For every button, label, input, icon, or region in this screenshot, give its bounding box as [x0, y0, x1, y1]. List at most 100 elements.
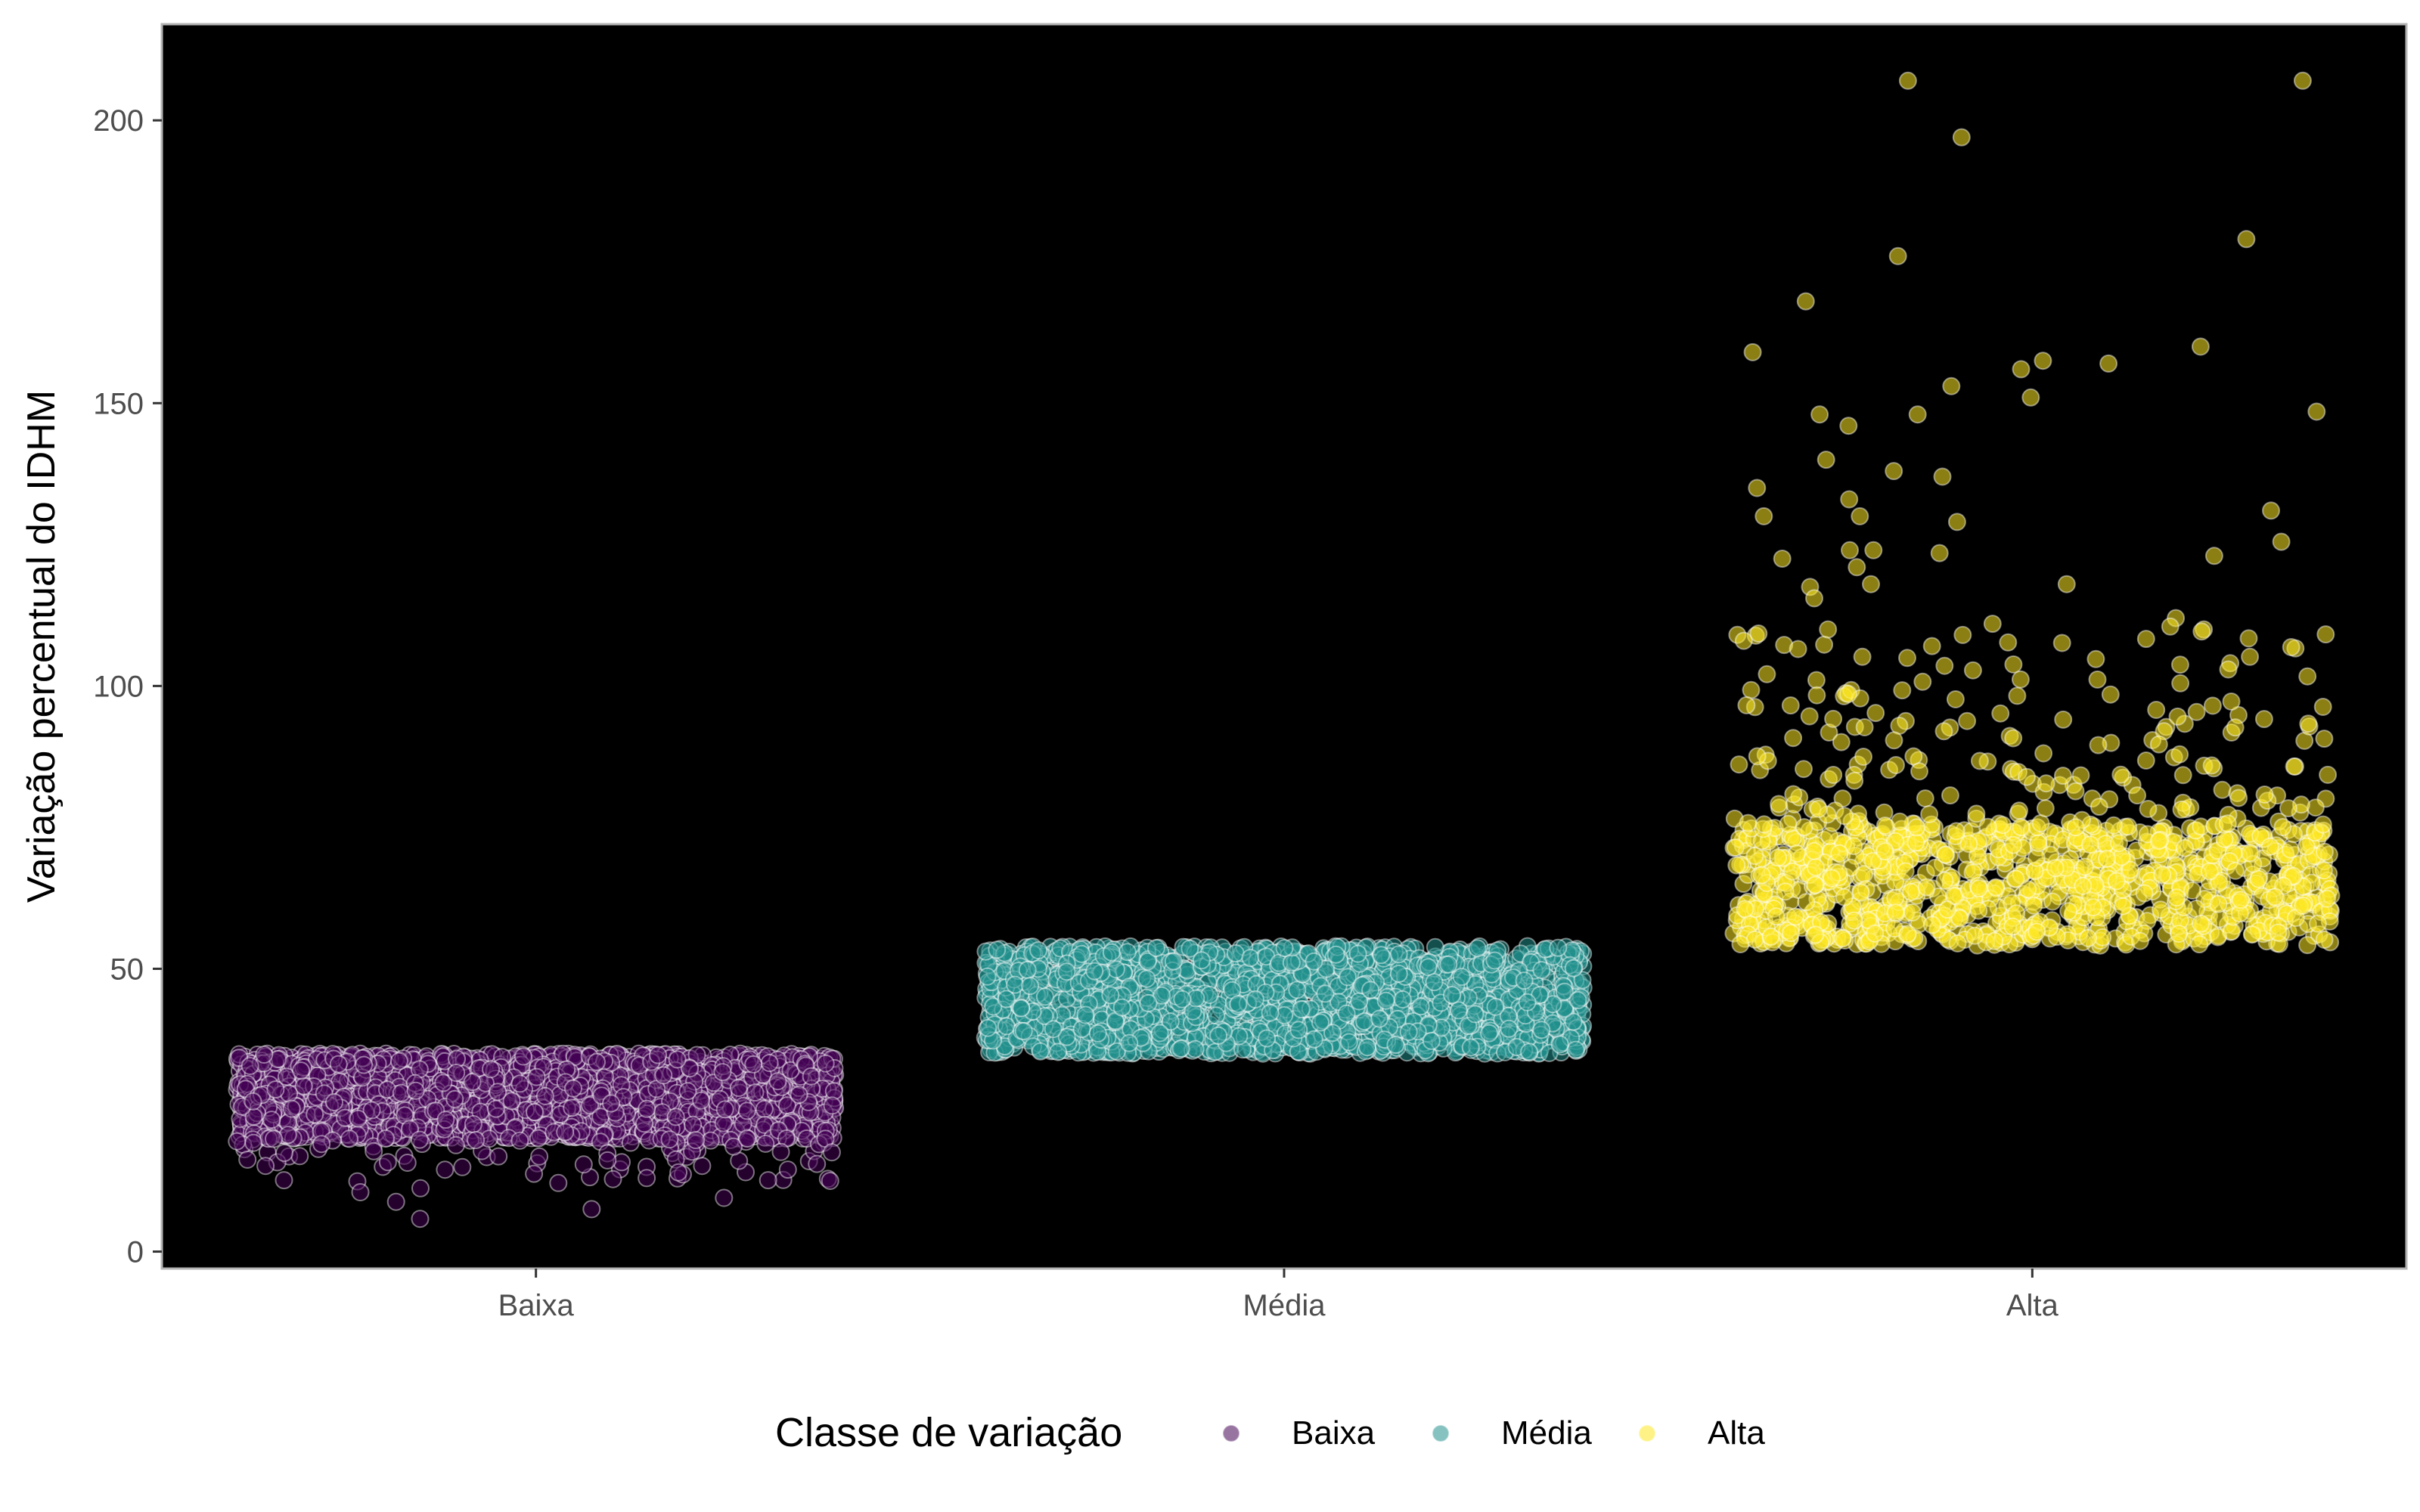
data-point: [1393, 990, 1412, 1009]
data-point: [737, 1101, 756, 1120]
data-point: [686, 1131, 705, 1149]
data-point: [453, 1157, 472, 1176]
data-point: [1480, 1024, 1499, 1043]
data-point: [1192, 951, 1211, 970]
data-point: [294, 1077, 313, 1095]
data-point: [759, 1171, 777, 1190]
data-point: [525, 1164, 544, 1183]
data-point: [1275, 939, 1294, 958]
data-point: [275, 1144, 293, 1162]
data-point: [329, 1055, 348, 1074]
data-point: [1550, 1035, 1569, 1054]
data-point: [549, 1173, 568, 1192]
data-point: [1035, 987, 1054, 1006]
data-point: [1057, 962, 1076, 981]
data-point: [510, 1074, 529, 1093]
series-m-dia: [976, 937, 1593, 1063]
data-point: [1337, 1004, 1356, 1023]
data-point: [1246, 990, 1264, 1009]
data-point: [529, 1129, 548, 1148]
data-point: [1120, 1033, 1139, 1052]
data-point: [398, 1154, 417, 1172]
data-point: [436, 1111, 455, 1129]
data-point: [1443, 986, 1461, 1004]
data-point: [436, 1160, 455, 1179]
data-point: [389, 1052, 408, 1070]
data-point: [266, 1080, 285, 1099]
data-point: [340, 1129, 359, 1148]
data-point: [514, 1047, 532, 1066]
data-point: [489, 1083, 507, 1101]
data-point: [292, 1061, 310, 1080]
data-point: [530, 1147, 549, 1166]
data-point: [1018, 960, 1037, 979]
data-point: [1261, 1003, 1280, 1022]
data-point: [1171, 1040, 1190, 1058]
data-point: [602, 1094, 621, 1113]
data-point: [525, 1103, 544, 1121]
data-point: [1088, 1024, 1107, 1043]
data-point: [489, 1147, 508, 1166]
data-point: [1085, 962, 1104, 981]
data-point: [823, 1096, 842, 1115]
data-point: [1411, 997, 1430, 1016]
data-point: [244, 1092, 262, 1111]
data-point: [1358, 1038, 1376, 1057]
data-point: [635, 1114, 653, 1133]
data-point: [256, 1157, 275, 1176]
data-point: [1549, 938, 1568, 957]
data-point: [1564, 959, 1583, 978]
data-point: [790, 1086, 808, 1105]
data-point: [1389, 945, 1408, 964]
data-point: [410, 1130, 429, 1149]
points-layer: [228, 71, 2341, 1228]
data-point: [1348, 944, 1367, 963]
data-point: [744, 1055, 763, 1074]
data-point: [1485, 951, 1504, 970]
data-point: [238, 1150, 257, 1169]
data-point: [482, 1060, 500, 1079]
data-point: [563, 1098, 582, 1117]
data-point: [290, 1147, 309, 1166]
data-point: [464, 1115, 482, 1133]
data-point: [1389, 965, 1408, 983]
data-point: [1139, 993, 1158, 1012]
data-point: [1292, 1000, 1311, 1018]
data-point: [1258, 1029, 1277, 1048]
data-point: [1311, 1013, 1329, 1032]
data-point: [746, 1083, 765, 1102]
data-point: [715, 1188, 734, 1207]
data-point: [1031, 1042, 1050, 1061]
data-point: [638, 1099, 656, 1118]
data-point: [1339, 1033, 1358, 1052]
data-point: [1452, 968, 1471, 987]
data-point: [997, 1017, 1016, 1036]
data-point: [1568, 991, 1587, 1009]
data-point: [1376, 991, 1395, 1010]
data-point: [1426, 937, 1444, 956]
data-point: [1209, 1026, 1228, 1045]
data-point: [1316, 984, 1335, 1003]
data-point: [1106, 960, 1125, 979]
data-point: [669, 1163, 688, 1182]
data-point: [1461, 1038, 1480, 1057]
data-point: [1466, 1005, 1485, 1024]
data-point: [1102, 943, 1121, 962]
data-point: [1101, 986, 1120, 1005]
data-point: [1520, 1043, 1539, 1061]
data-point: [1173, 990, 1192, 1009]
data-point: [701, 1131, 720, 1150]
data-point: [556, 1123, 575, 1142]
data-point: [255, 1046, 274, 1064]
data-point: [1229, 995, 1248, 1014]
data-point: [365, 1142, 383, 1160]
data-point: [821, 1172, 839, 1190]
data-point: [816, 1054, 835, 1073]
data-point: [1289, 1021, 1308, 1040]
data-point: [756, 1134, 775, 1153]
data-point: [678, 1082, 697, 1101]
data-point: [1486, 997, 1505, 1016]
data-point: [771, 1142, 790, 1161]
